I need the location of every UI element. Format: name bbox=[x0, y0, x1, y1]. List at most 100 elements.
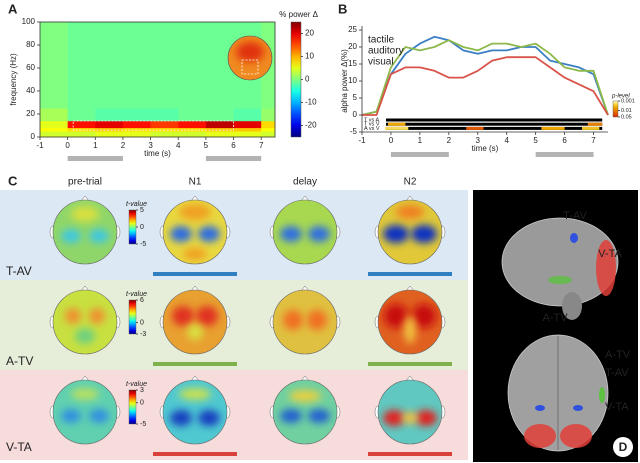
colorbar-tick-label: 0 bbox=[305, 75, 310, 84]
colorbar-tick-label: -3 bbox=[140, 331, 146, 338]
topo-blob bbox=[415, 410, 437, 426]
region-label: A-TV bbox=[605, 349, 631, 361]
topo-blob bbox=[384, 304, 408, 328]
heatmap-cell bbox=[122, 131, 151, 138]
topo-blob bbox=[280, 409, 302, 423]
time-window bbox=[535, 152, 594, 157]
panel-label: D bbox=[619, 440, 628, 454]
heatmap-cell bbox=[233, 108, 262, 122]
heatmap-cell bbox=[95, 131, 124, 138]
heatmap-cell bbox=[150, 108, 179, 122]
topography bbox=[53, 200, 117, 264]
region-label: V-TA bbox=[598, 248, 622, 260]
heatmap-cell bbox=[178, 120, 207, 129]
topo-blob bbox=[65, 308, 81, 324]
x-tick-label: 1 bbox=[93, 141, 98, 150]
heatmap-cell bbox=[233, 131, 262, 138]
legend-entry: visual bbox=[368, 57, 394, 68]
topo-base bbox=[53, 290, 117, 354]
heatmap-cell bbox=[150, 22, 179, 109]
panel-label: B bbox=[338, 1, 347, 16]
y-tick-label: 25 bbox=[348, 25, 357, 34]
comparison-label: A vs V bbox=[364, 126, 380, 132]
head-outline bbox=[52, 289, 118, 355]
line-series bbox=[361, 35, 609, 116]
time-window bbox=[67, 156, 123, 161]
p-colorbar-tick-label: 0.001 bbox=[621, 98, 635, 104]
topo-base bbox=[53, 380, 117, 444]
nose bbox=[300, 195, 310, 202]
topo-blob bbox=[289, 390, 321, 402]
x-tick-label: -1 bbox=[36, 141, 44, 150]
panel-label: A bbox=[8, 1, 18, 16]
panel-label-badge bbox=[613, 437, 633, 457]
nose bbox=[80, 285, 90, 292]
panel-label: C bbox=[8, 173, 18, 188]
heatmap-cell bbox=[67, 131, 96, 138]
time-window bbox=[390, 152, 449, 157]
heatmap-cell bbox=[67, 22, 96, 109]
head-outline bbox=[162, 379, 228, 445]
x-tick-label: 2 bbox=[121, 141, 126, 150]
legend-entry: tactile bbox=[368, 35, 395, 46]
heatmap-cell bbox=[178, 131, 207, 138]
topo-blob bbox=[179, 204, 211, 220]
significance-track bbox=[386, 122, 603, 126]
y-axis-label: alpha power Δ(%) bbox=[340, 49, 349, 113]
topography bbox=[53, 380, 117, 444]
x-tick-label: 7 bbox=[259, 141, 264, 150]
significance-interval bbox=[466, 126, 484, 130]
column-header: N1 bbox=[189, 177, 202, 188]
topography bbox=[273, 290, 337, 354]
colorbar-tick-label: -20 bbox=[305, 121, 317, 130]
heatmap-cell bbox=[261, 108, 276, 122]
heatmap-cell bbox=[233, 120, 262, 129]
y-axis-label: frequency (Hz) bbox=[9, 53, 18, 106]
topography bbox=[378, 200, 442, 264]
head-outline bbox=[52, 379, 118, 445]
colorbar-tick-label: 5 bbox=[140, 207, 144, 214]
colorbar bbox=[128, 299, 137, 335]
heatmap-cell bbox=[95, 120, 124, 129]
head-outline bbox=[377, 379, 443, 445]
heatmap-cell bbox=[122, 108, 151, 122]
window-bar bbox=[153, 272, 237, 276]
cluster-occipital bbox=[560, 424, 592, 448]
colorbar-tick-label: 20 bbox=[305, 29, 314, 38]
time-window bbox=[205, 156, 262, 161]
significance-interval bbox=[541, 126, 565, 130]
column-header: N2 bbox=[404, 177, 417, 188]
heatmap-cell bbox=[40, 131, 68, 138]
cluster-parietal bbox=[535, 405, 545, 411]
topo-base bbox=[163, 290, 227, 354]
head-outline bbox=[377, 289, 443, 355]
significance-track bbox=[386, 126, 603, 130]
colorbar-tick-label: -10 bbox=[305, 98, 317, 107]
heatmap-cell bbox=[95, 22, 124, 109]
topo-blob bbox=[179, 388, 211, 400]
window-bar bbox=[368, 362, 452, 366]
window-bar bbox=[153, 452, 237, 456]
x-tick-label: 0 bbox=[389, 136, 394, 145]
topo-base bbox=[378, 200, 442, 264]
brain-stem bbox=[562, 292, 582, 320]
heatmap-cell bbox=[233, 127, 262, 132]
heatmap-cell bbox=[261, 120, 276, 129]
colorbar-tick-label: -5 bbox=[140, 421, 146, 428]
topography bbox=[273, 200, 337, 264]
nose bbox=[300, 375, 310, 382]
x-tick-label: 7 bbox=[591, 136, 596, 145]
cluster-temporal bbox=[599, 387, 605, 403]
x-axis-label: time (s) bbox=[472, 144, 499, 153]
window-bar bbox=[368, 272, 452, 276]
x-axis-label: time (s) bbox=[144, 149, 171, 158]
heatmap-cell bbox=[150, 120, 179, 129]
head-outline bbox=[162, 289, 228, 355]
p-colorbar-tick-label: 0.01 bbox=[621, 108, 632, 114]
row-label: T-AV bbox=[6, 264, 32, 278]
plot-frame bbox=[39, 21, 276, 138]
cluster-occipital bbox=[596, 240, 616, 296]
topo-blob bbox=[75, 328, 95, 344]
colorbar bbox=[128, 209, 137, 245]
brain-lateral bbox=[501, 217, 619, 307]
